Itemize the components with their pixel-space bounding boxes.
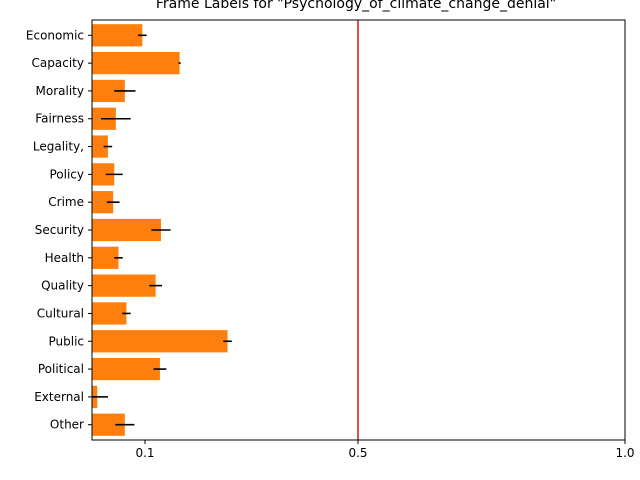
bar-crime xyxy=(92,191,114,214)
bar-economic xyxy=(92,24,143,47)
bar-public xyxy=(92,330,228,353)
bar-other xyxy=(92,413,125,436)
y-tick-label-capacity: Capacity xyxy=(32,56,84,70)
bar-capacity xyxy=(92,51,180,75)
y-tick-label-quality: Quality xyxy=(41,279,84,293)
chart-title: Frame Labels for "Psychology_of_climate_… xyxy=(156,0,556,12)
bar-legality xyxy=(92,135,108,158)
y-tick-label-external: External xyxy=(34,390,84,404)
y-tick-label-health: Health xyxy=(45,251,84,265)
y-tick-label-crime: Crime xyxy=(48,195,84,209)
y-tick-label-other: Other xyxy=(50,418,84,432)
x-tick-label: 1.0 xyxy=(615,446,634,460)
y-tick-label-economic: Economic xyxy=(26,28,84,42)
x-tick-label: 0.1 xyxy=(135,446,154,460)
bar-quality xyxy=(92,274,156,297)
y-tick-label-security: Security xyxy=(35,223,84,237)
bar-political xyxy=(92,357,160,381)
bar-morality xyxy=(92,79,125,103)
y-tick-label-cultural: Cultural xyxy=(37,306,84,320)
bar-cultural xyxy=(92,302,127,325)
bar-health xyxy=(92,246,119,269)
y-tick-label-public: Public xyxy=(48,334,84,348)
y-tick-label-political: Political xyxy=(38,362,84,376)
y-tick-label-morality: Morality xyxy=(36,84,84,98)
bar-security xyxy=(92,218,161,242)
y-tick-label-legality: Legality, xyxy=(33,140,84,154)
error-bars-layer xyxy=(92,34,232,426)
y-tick-label-policy: Policy xyxy=(49,167,84,181)
y-tick-label-fairness: Fairness xyxy=(35,112,84,126)
x-tick-label: 0.5 xyxy=(348,446,367,460)
y-axis-ticks: Economic Capacity Morality Fairness Legality… xyxy=(26,28,92,432)
bar-policy xyxy=(92,163,115,186)
x-axis-ticks: 0.1 0.5 1.0 xyxy=(135,440,635,460)
